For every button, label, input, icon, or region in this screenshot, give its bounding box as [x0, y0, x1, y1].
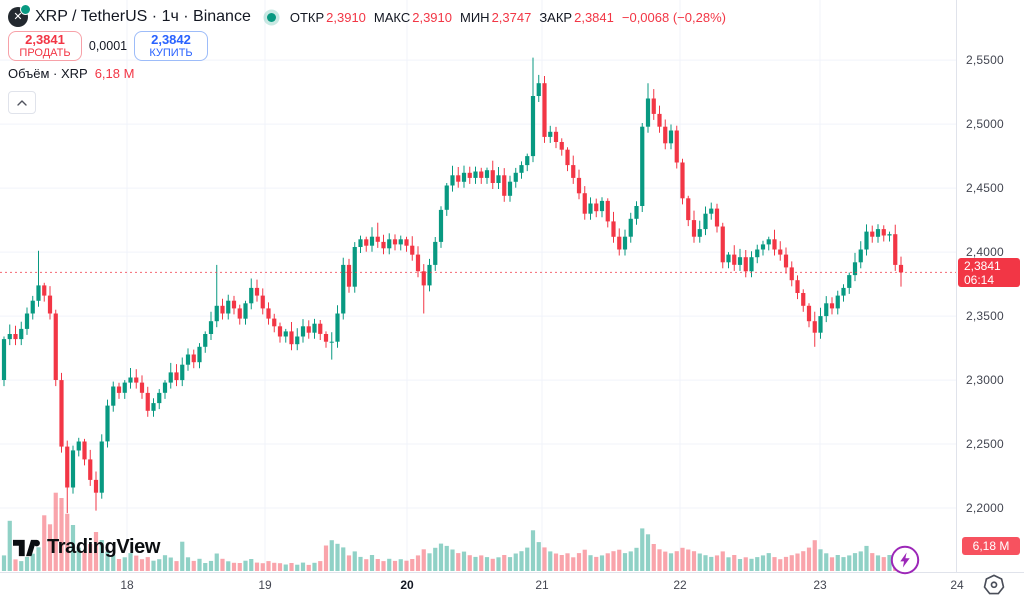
price-axis-label: 2,2000	[966, 501, 1004, 516]
symbol-title[interactable]: XRP / TetherUS · 1ч · Binance	[35, 8, 251, 25]
sell-price: 2,3841	[25, 31, 65, 47]
chart-legend: ✕ XRP / TetherUS · 1ч · Binance ОТКР 2,3…	[8, 4, 726, 29]
chevron-up-icon	[17, 99, 27, 106]
volume-indicator-label: Объём · XRP	[8, 66, 88, 81]
time-axis-label: 19	[258, 578, 272, 592]
change-value: −0,0068 (−0,28%)	[621, 9, 726, 25]
price-axis-label: 2,3000	[966, 373, 1004, 388]
tradingview-logo-text: TradingView	[47, 536, 161, 558]
high-label: МАКС	[373, 9, 411, 25]
price-axis-label: 2,5000	[966, 117, 1004, 132]
low-value: 2,3747	[491, 9, 532, 25]
buy-label: КУПИТЬ	[149, 46, 193, 59]
price-axis[interactable]: 2,3841 06:14 6,18 M 2,5500 2,5000 2,4500 2,…	[957, 0, 1024, 572]
sell-label: ПРОДАТЬ	[19, 46, 71, 59]
time-axis-label: 20	[400, 578, 414, 592]
lightning-icon	[890, 545, 920, 575]
volume-indicator-value: 6,18 M	[94, 66, 135, 81]
time-axis-label: 18	[120, 578, 134, 592]
provider-badge-icon	[20, 4, 31, 15]
open-label: ОТКР	[289, 9, 325, 25]
current-price-badge: 2,3841 06:14	[958, 257, 1020, 287]
collapse-legend-button[interactable]	[8, 91, 36, 114]
price-axis-label: 2,2500	[966, 437, 1004, 452]
tradingview-logo-icon	[13, 539, 40, 556]
gear-icon	[983, 574, 1005, 595]
buy-price: 2,3842	[151, 31, 191, 47]
price-axis-label: 2,5500	[966, 53, 1004, 68]
ohlc-values: ОТКР 2,3910 МАКС 2,3910 МИН 2,3747 ЗАКР …	[290, 10, 726, 25]
close-value: 2,3841	[574, 9, 614, 25]
candle-countdown: 06:14	[964, 272, 995, 287]
time-axis-label: 22	[673, 578, 687, 592]
tradingview-logo[interactable]: TradingView	[13, 536, 160, 559]
open-value: 2,3910	[326, 9, 366, 25]
time-axis-label: 24	[950, 578, 964, 592]
high-value: 2,3910	[412, 9, 452, 25]
sell-button[interactable]: 2,3841 ПРОДАТЬ	[8, 31, 82, 61]
volume-indicator-row: Объём · XRP 6,18 M	[8, 66, 134, 81]
time-axis-label: 23	[813, 578, 827, 592]
trade-buttons-row: 2,3841 ПРОДАТЬ 0,0001 2,3842 КУПИТЬ	[8, 31, 208, 61]
chart-settings-button[interactable]	[983, 574, 1005, 596]
spread-value: 0,0001	[88, 39, 128, 53]
time-axis-label: 21	[535, 578, 549, 592]
low-label: МИН	[460, 9, 490, 25]
current-price-value: 2,3841	[964, 258, 1001, 273]
price-axis-label: 2,4500	[966, 181, 1004, 196]
close-label: ЗАКР	[539, 9, 573, 25]
market-open-status-icon[interactable]	[266, 12, 276, 22]
price-axis-separator	[956, 0, 957, 572]
time-axis-separator	[0, 572, 1024, 573]
price-axis-label: 2,4000	[966, 245, 1004, 260]
chart-canvas[interactable]	[0, 0, 956, 572]
price-axis-label: 2,3500	[966, 309, 1004, 324]
time-axis[interactable]: 18 19 20 21 22 23 24	[0, 573, 1024, 600]
volume-axis-badge: 6,18 M	[962, 537, 1020, 555]
xrp-symbol-logo-icon: ✕	[8, 4, 31, 27]
boost-button[interactable]	[890, 545, 920, 575]
buy-button[interactable]: 2,3842 КУПИТЬ	[134, 31, 208, 61]
